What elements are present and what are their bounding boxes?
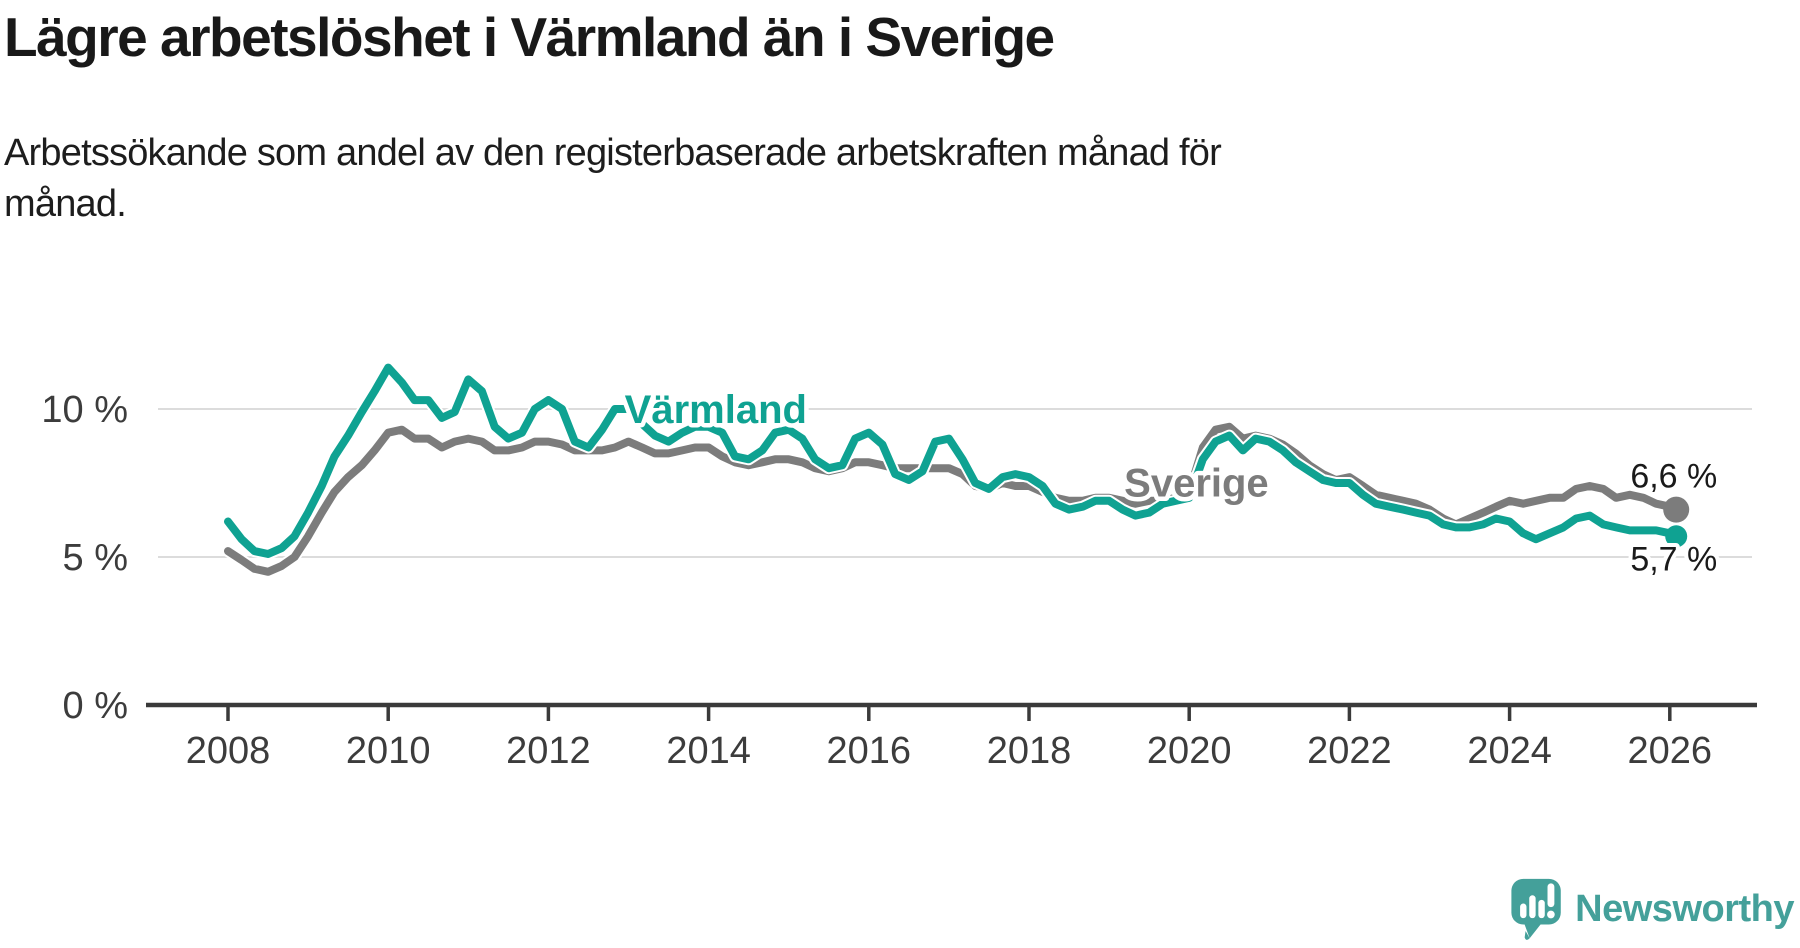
x-tick-label: 2022 — [1307, 730, 1392, 772]
x-tick-label: 2010 — [346, 730, 431, 772]
y-tick-label: 5 % — [63, 537, 128, 579]
x-tick-label: 2020 — [1147, 730, 1232, 772]
chart-canvas: 0 % 5 % 10 % 2008 2010 2012 2014 2016 2018 2020 20… — [41, 361, 1757, 772]
newsworthy-logo-icon — [1511, 878, 1561, 940]
y-tick-label: 10 % — [41, 389, 128, 431]
series-line-värmland — [224, 363, 1681, 558]
page-title: Lägre arbetslöshet i Värmland än i Sveri… — [4, 6, 1055, 68]
logo-bar-short — [1520, 903, 1527, 919]
series-label-värmland: Värmland — [625, 388, 807, 432]
x-tick-label: 2008 — [186, 730, 271, 772]
series-end-dot-sverige — [1663, 496, 1690, 523]
x-tick-label: 2016 — [827, 730, 912, 772]
series-end-value-värmland: 5,7 % — [1630, 540, 1717, 578]
line-chart: 0 % 5 % 10 % 2008 2010 2012 2014 2016 2018 2020 20… — [0, 260, 1800, 790]
x-tick-label: 2024 — [1467, 730, 1552, 772]
x-tick-label: 2018 — [987, 730, 1072, 772]
newsworthy-logo-text: Newsworthy — [1575, 887, 1794, 930]
series-end-dot-värmland — [1665, 525, 1688, 548]
chart-subtitle: Arbetssökande som andel av den registerb… — [4, 132, 1222, 226]
logo-exclamation-bar — [1547, 883, 1555, 908]
series-label-sverige: Sverige — [1124, 461, 1269, 505]
logo-bar-mid — [1538, 899, 1545, 919]
x-tick-label: 2014 — [666, 730, 751, 772]
series-end-value-sverige: 6,6 % — [1630, 457, 1717, 495]
newsworthy-branding: Newsworthy — [1509, 876, 1794, 942]
y-tick-label: 0 % — [63, 685, 128, 727]
x-tick-label: 2026 — [1628, 730, 1713, 772]
logo-exclamation-dot — [1547, 910, 1555, 919]
x-tick-label: 2012 — [506, 730, 591, 772]
logo-bar-tall — [1529, 895, 1536, 919]
